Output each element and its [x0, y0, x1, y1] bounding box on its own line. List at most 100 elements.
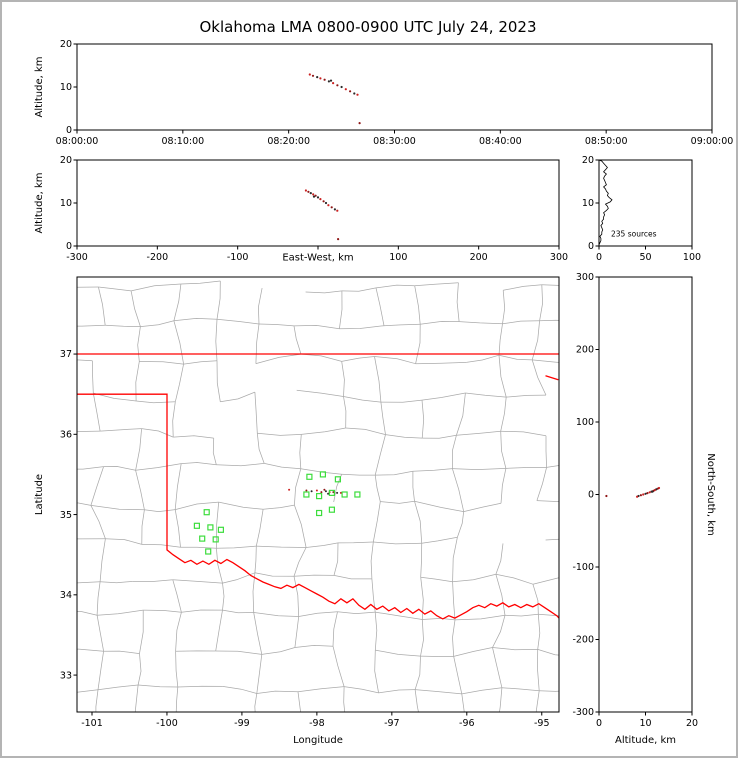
county-line: [499, 687, 503, 712]
county-line: [452, 573, 496, 583]
x-tick-label: 50: [639, 252, 651, 263]
county-line: [141, 428, 174, 438]
county-line: [421, 536, 458, 544]
county-line: [135, 428, 142, 471]
source-point: [339, 491, 342, 494]
county-line: [254, 546, 257, 573]
county-line: [339, 325, 385, 330]
station-marker: [203, 509, 210, 516]
county-line: [173, 320, 184, 365]
panel-altitude-histogram: 0 10 20 0 50 100 235 sources: [582, 155, 701, 263]
county-line: [538, 613, 559, 617]
county-line: [222, 583, 225, 611]
source-point: [312, 195, 316, 198]
county-line: [341, 356, 375, 362]
county-line: [452, 435, 457, 469]
county-line: [255, 509, 264, 547]
county-line: [180, 546, 217, 549]
county-line: [452, 468, 506, 470]
county-line: [412, 468, 453, 472]
source-point: [312, 193, 315, 196]
county-line: [173, 318, 218, 322]
county-line: [332, 646, 345, 687]
station-marker: [207, 524, 214, 531]
source-point: [308, 73, 311, 76]
x-tick-label: 08:00:00: [56, 136, 99, 147]
county-line: [492, 647, 503, 688]
county-line: [98, 286, 132, 292]
county-line: [492, 647, 538, 651]
county-line: [375, 470, 413, 476]
county-line: [500, 397, 507, 432]
state-border-line: [77, 393, 559, 620]
county-line: [256, 690, 299, 694]
source-point: [309, 192, 312, 195]
county-line: [375, 649, 421, 657]
x-tick-label: -200: [147, 252, 169, 263]
county-line: [461, 687, 502, 695]
y-axis-label: Altitude, km: [34, 173, 45, 234]
county-line: [572, 656, 574, 689]
county-line: [343, 396, 347, 429]
county-line: [293, 574, 335, 577]
county-line: [546, 465, 559, 468]
county-line: [341, 361, 345, 397]
source-point: [316, 196, 320, 199]
county-line: [573, 285, 576, 320]
county-line: [495, 573, 534, 585]
county-line: [339, 290, 343, 329]
county-line: [498, 323, 503, 356]
county-line: [531, 359, 547, 396]
source-point: [288, 488, 291, 491]
county-line: [343, 396, 381, 403]
county-line: [138, 684, 178, 688]
county-line: [56, 539, 59, 584]
county-line: [254, 392, 258, 434]
county-line: [57, 357, 59, 396]
county-line: [532, 359, 559, 363]
county-line: [173, 283, 182, 321]
county-line: [414, 501, 423, 544]
county-line: [175, 651, 179, 688]
source-point: [605, 494, 608, 498]
county-line: [255, 353, 302, 364]
county-line: [380, 500, 415, 504]
county-line: [77, 610, 98, 616]
x-axis-label: Longitude: [293, 735, 343, 746]
x-tick-label: 200: [470, 252, 488, 263]
x-tick-label: -101: [81, 718, 103, 729]
source-point: [329, 79, 333, 82]
county-line: [422, 434, 457, 439]
source-point: [319, 198, 322, 201]
source-point: [315, 489, 318, 492]
county-line: [370, 541, 374, 579]
county-line: [537, 649, 559, 656]
panel-plan-view-map: 33 34 35 36 37 -101 -100 -99 -98 -97 -96 -95 Longitu…: [34, 276, 576, 746]
county-line: [337, 541, 374, 544]
county-line: [453, 656, 463, 694]
x-tick-label: -100: [156, 718, 178, 729]
county-line: [375, 287, 385, 326]
x-axis-label: Altitude, km: [615, 735, 676, 746]
y-tick-label: 100: [576, 417, 594, 428]
source-point: [636, 495, 639, 498]
eastwest-altitude-frame: [76, 159, 560, 247]
county-line: [414, 282, 459, 287]
county-line: [92, 360, 94, 394]
county-line: [298, 611, 338, 617]
county-line: [54, 694, 56, 729]
county-line: [293, 576, 300, 617]
county-line: [137, 653, 142, 686]
county-line: [380, 399, 423, 403]
county-line: [97, 651, 104, 690]
x-tick-label: 100: [683, 252, 701, 263]
station-marker: [316, 509, 323, 517]
county-line: [172, 579, 223, 584]
county-line: [380, 402, 386, 435]
county-line: [96, 615, 104, 652]
source-point: [323, 488, 326, 491]
station-marker: [328, 489, 335, 496]
y-axis-label: North-South, km: [705, 453, 716, 536]
y-tick-label: 0: [66, 125, 72, 136]
